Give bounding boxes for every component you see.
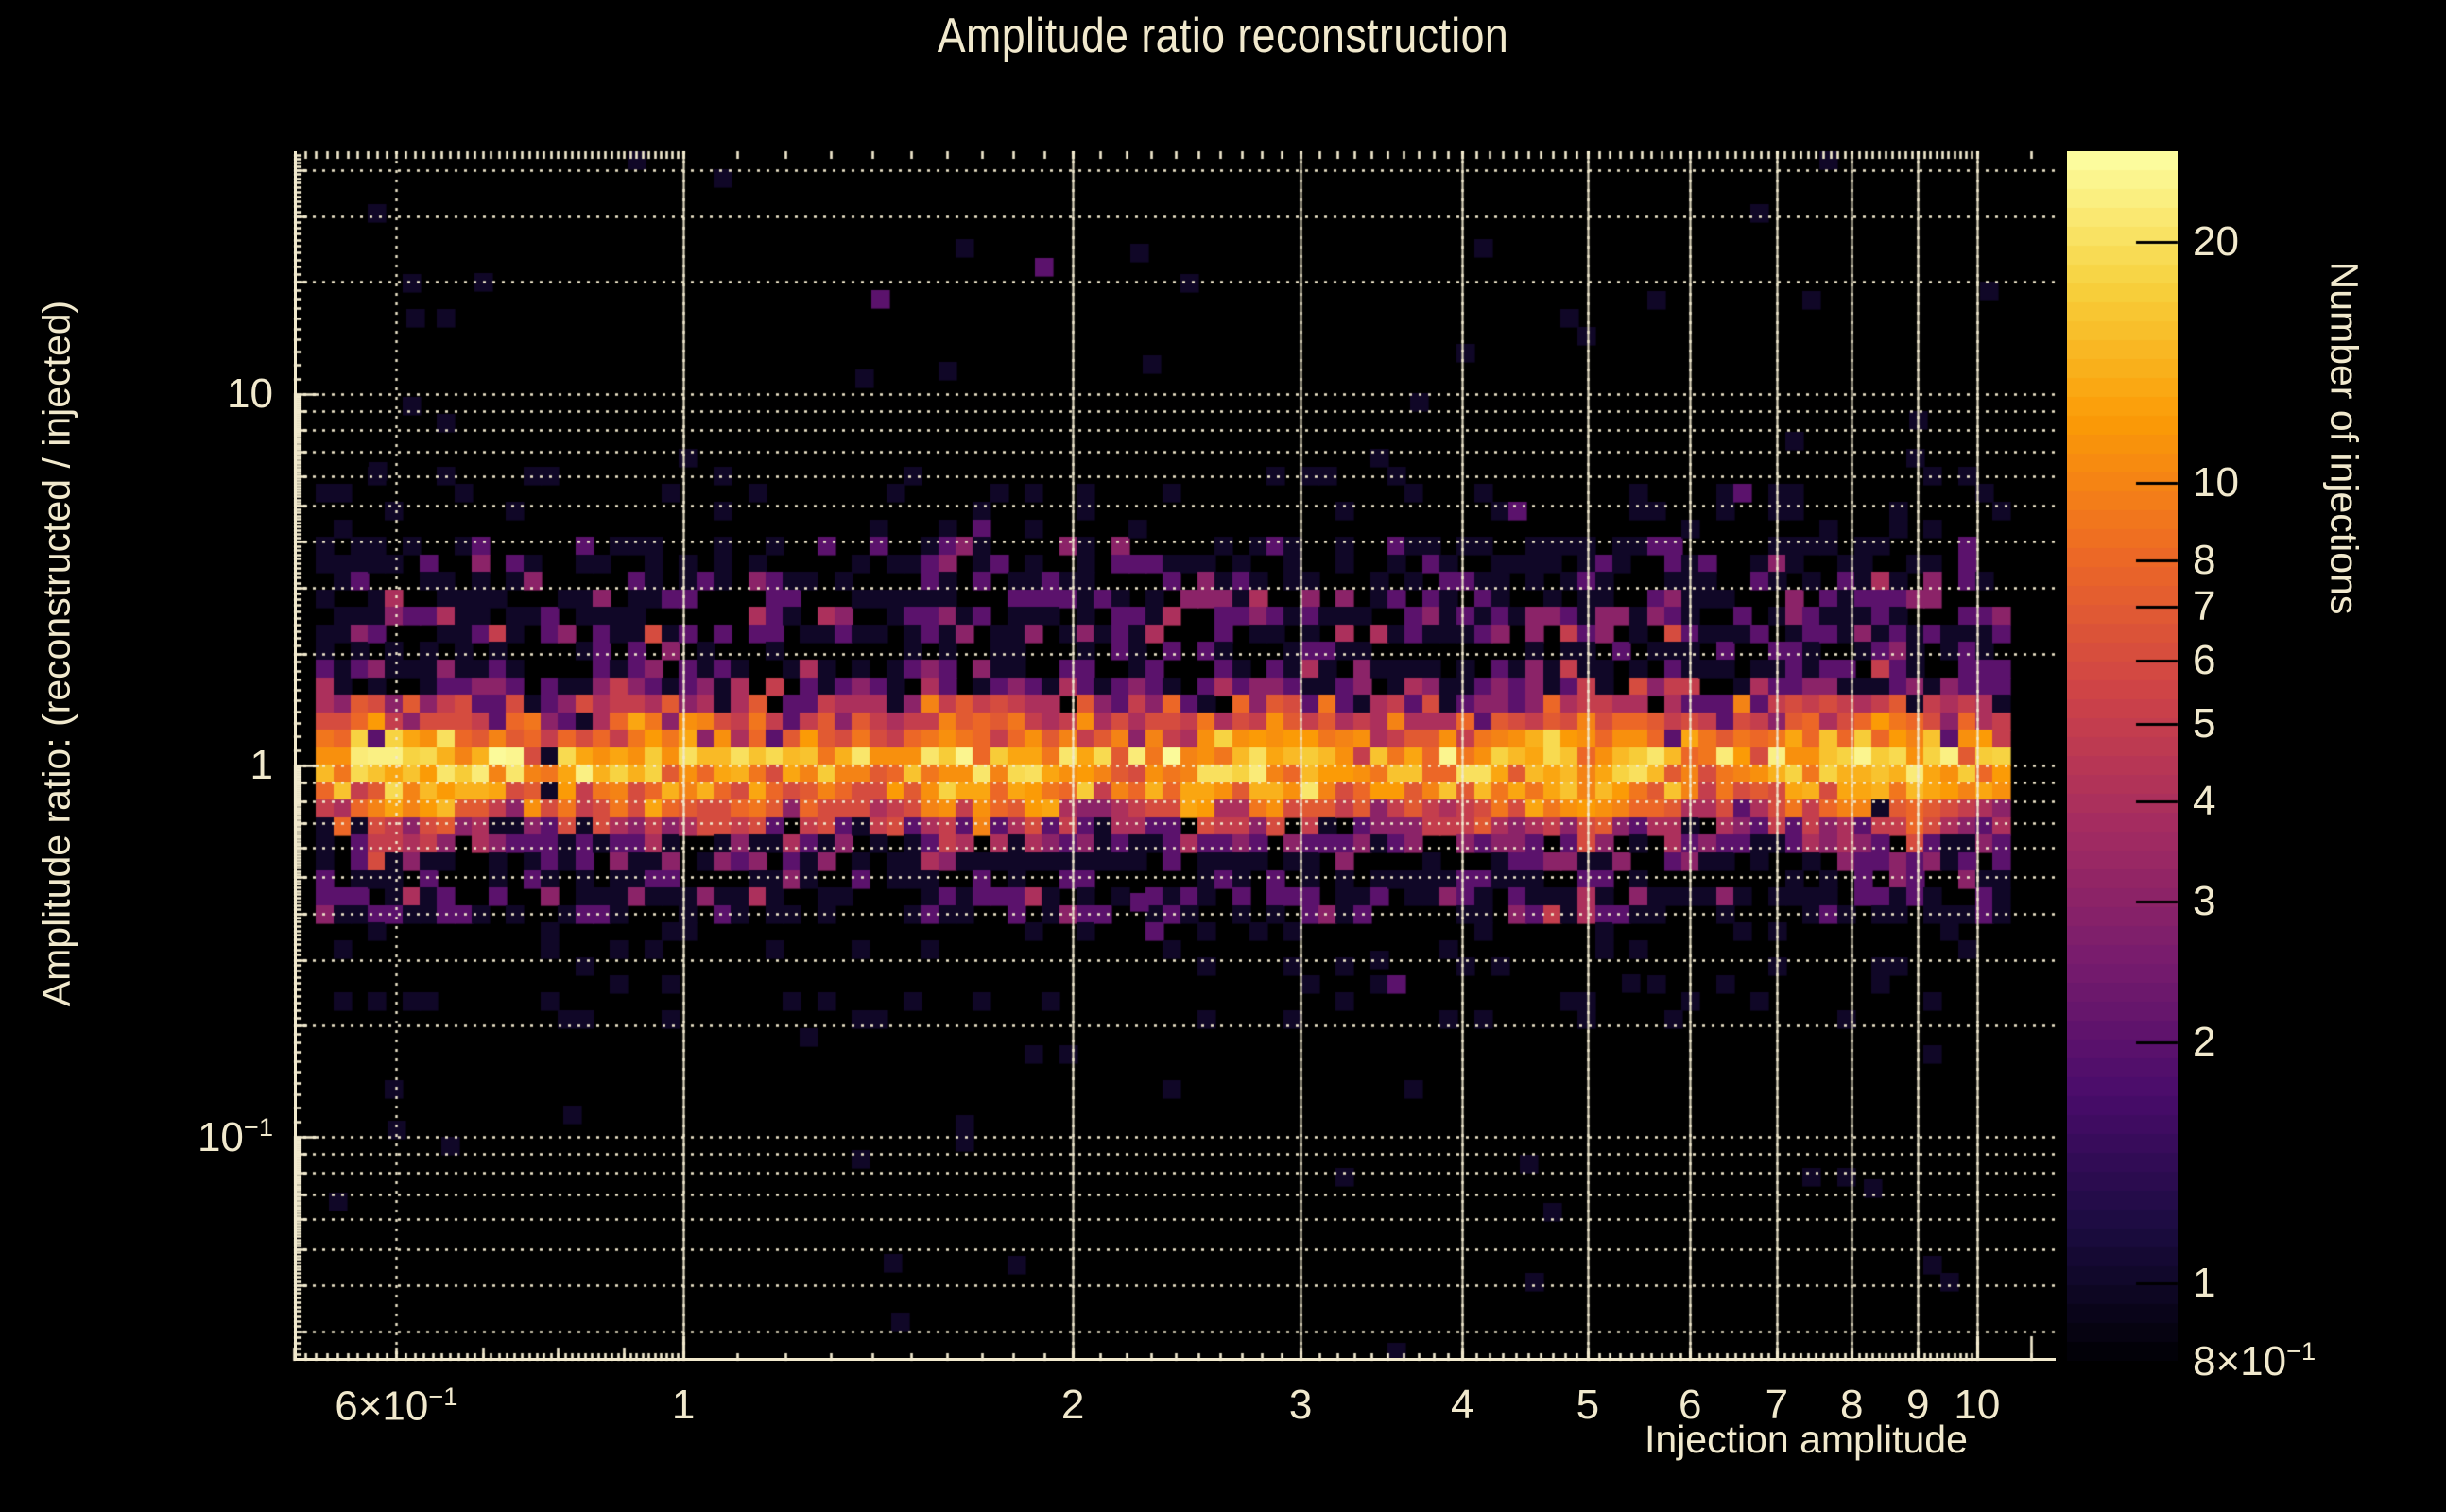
x-tick-label-10: 10 — [1954, 1382, 2001, 1428]
heatmap-plot-area[interactable] — [294, 151, 2056, 1361]
page-title: Amplitude ratio reconstruction — [937, 9, 1509, 63]
x-tick-label-2: 2 — [1060, 1382, 1085, 1428]
colorbar-tick-label-6: 4 — [2193, 778, 2216, 825]
x-tick-label-3: 3 — [1288, 1382, 1313, 1428]
colorbar-tick-label-3: 7 — [2193, 583, 2216, 630]
colorbar-tick-label-0: 20 — [2193, 218, 2239, 266]
colorbar-tick-label-9: 1 — [2193, 1259, 2216, 1306]
y-tick-label-2: 10−1 — [197, 1112, 273, 1161]
colorbar-tick-label-8: 2 — [2193, 1019, 2216, 1066]
colorbar-tick-label-7: 3 — [2193, 878, 2216, 924]
y-tick-label-1: 1 — [250, 742, 273, 789]
y-axis-title: Amplitude ratio: (reconstructed / inject… — [34, 300, 78, 1007]
colorbar[interactable] — [2067, 151, 2178, 1361]
colorbar-tick-label-1: 10 — [2193, 459, 2239, 507]
colorbar-gradient — [2067, 151, 2178, 1361]
colorbar-title: Number of injections — [2322, 261, 2367, 615]
x-tick-label-1: 1 — [671, 1382, 696, 1428]
colorbar-tick-label-4: 6 — [2193, 637, 2216, 684]
colorbar-tick-label-10: 8×10−1 — [2193, 1336, 2317, 1384]
grid-lines — [294, 151, 2056, 1361]
y-tick-label-0: 10 — [227, 369, 273, 417]
colorbar-tick-label-2: 8 — [2193, 537, 2216, 584]
x-tick-label-0: 6×10−1 — [335, 1382, 458, 1430]
colorbar-tick-label-5: 5 — [2193, 700, 2216, 747]
